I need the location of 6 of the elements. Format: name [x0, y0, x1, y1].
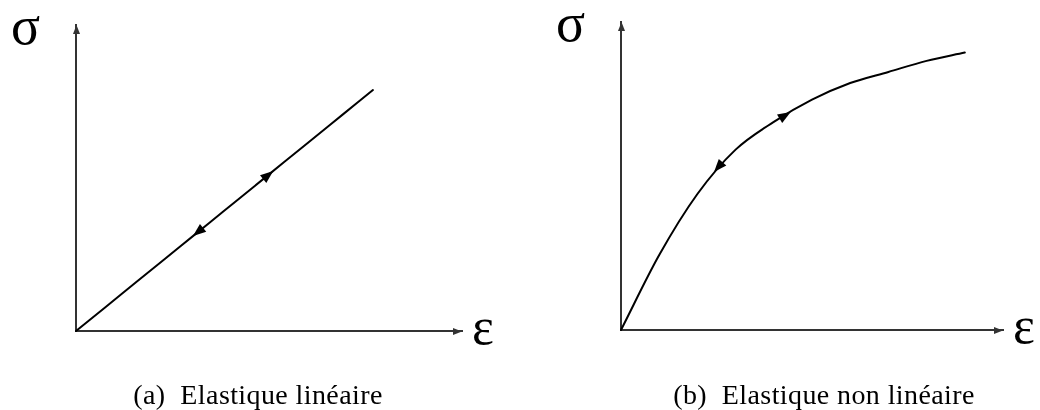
y-axis-title: σ [10, 0, 40, 56]
text: (b) Elastique non linéaire [673, 379, 975, 410]
text: (a) Elastique linéaire [133, 379, 383, 410]
y-axis-title: σ [555, 0, 585, 53]
x-axis-title: ε [472, 298, 494, 355]
x-axis-title: ε [1013, 297, 1035, 354]
